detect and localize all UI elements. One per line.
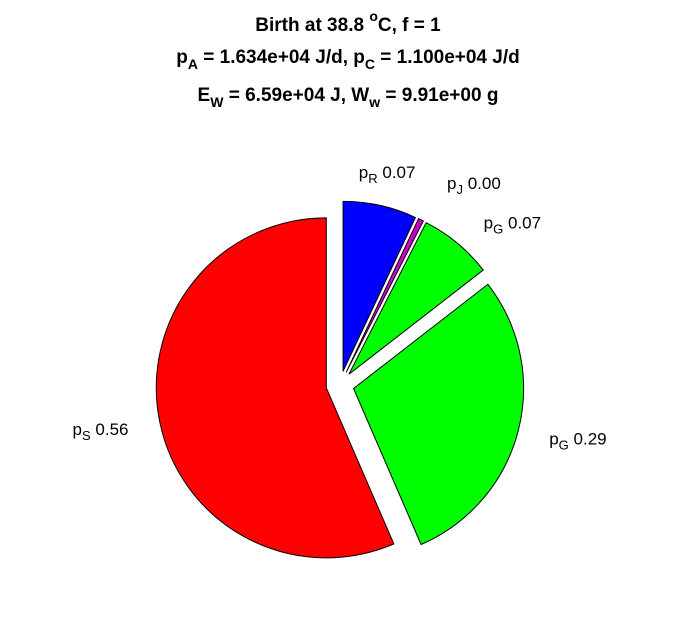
pie-slice-pg-2: [348, 222, 484, 375]
title-line-3: EW = 6.59e+04 J, Ww = 9.91e+00 g: [198, 85, 499, 110]
pie-slices: [155, 200, 524, 559]
pie-slice-pr-0: [342, 200, 417, 372]
pie-slice-ps-4: [155, 217, 395, 559]
slice-labels: pR 0.07 pJ 0.00 pG 0.07 pG 0.29 pS 0.56: [73, 163, 607, 453]
slice-label-pg-2: pG 0.07: [484, 214, 541, 237]
slice-label-pg-3: pG 0.29: [549, 430, 606, 453]
slice-label-ps-4: pS 0.56: [73, 420, 129, 443]
title-line-2: pA = 1.634e+04 J/d, pC = 1.100e+04 J/d: [176, 47, 519, 72]
pie-slice-pj-1: [345, 217, 425, 373]
chart-title: Birth at 38.8 oC, f = 1 pA = 1.634e+04 J/…: [176, 8, 519, 110]
slice-label-pj-1: pJ 0.00: [447, 174, 501, 197]
slice-label-pr-0: pR 0.07: [359, 163, 416, 186]
pie-slice-pg-3: [352, 283, 524, 546]
title-line-1: Birth at 38.8 oC, f = 1: [255, 8, 441, 36]
